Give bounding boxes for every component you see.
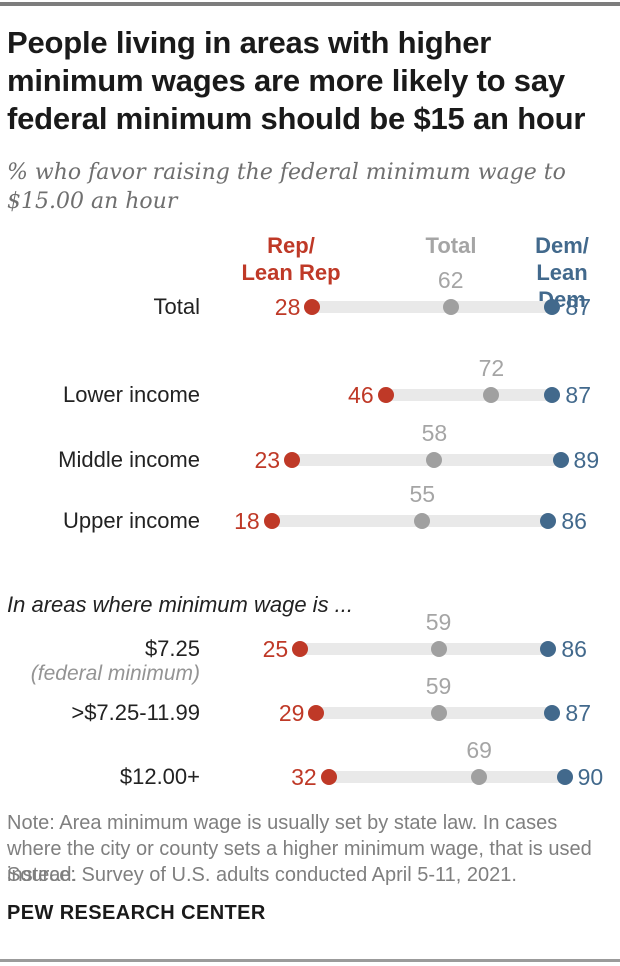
dem-dot [540, 513, 557, 529]
dumbbell-track [304, 301, 561, 313]
rep-dot [292, 641, 309, 657]
dem-dot [556, 769, 573, 785]
page-subtitle: % who favor raising the federal minimum … [7, 160, 566, 214]
total-dot [430, 705, 447, 721]
rep-value: 23 [254, 447, 281, 473]
dem-dot [552, 452, 569, 468]
top-rule [0, 2, 620, 6]
rep-value: 46 [348, 382, 374, 408]
dem-dot [544, 299, 561, 315]
total-value: 69 [466, 737, 492, 763]
total-dot [426, 452, 443, 468]
dem-value: 89 [573, 447, 600, 473]
dem-value: 87 [565, 294, 591, 320]
legend-total: Total [425, 233, 477, 258]
total-value: 59 [425, 673, 452, 699]
dem-value: 87 [565, 382, 591, 408]
legend-dem: Dem/ Lean Dem [535, 233, 589, 312]
dem-value: 90 [577, 764, 604, 790]
dumbbell-track [320, 771, 573, 783]
row-label: $12.00+ [119, 764, 200, 789]
row-label: >$7.25-11.99 [71, 700, 200, 725]
row-label: Total [153, 294, 200, 319]
row-label: $7.25 (federal minimum) [0, 636, 200, 686]
page-title: People living in areas with higher minim… [7, 25, 586, 136]
row-label: Middle income [58, 447, 200, 472]
rep-value: 28 [274, 294, 301, 320]
rep-dot [263, 513, 280, 529]
dem-value: 86 [561, 636, 587, 662]
chart-source: Source: Survey of U.S. adults conducted … [7, 864, 517, 886]
legend-rep: Rep/ Lean Rep [241, 233, 341, 285]
rep-value: 18 [234, 508, 260, 534]
total-dot [430, 641, 447, 657]
dumbbell-track [292, 643, 557, 655]
rep-value: 25 [262, 636, 289, 662]
dem-value: 86 [561, 508, 587, 534]
total-dot [471, 769, 488, 785]
dem-value: 87 [565, 700, 591, 726]
total-value: 62 [437, 267, 464, 293]
bottom-rule [0, 959, 620, 962]
total-value: 59 [425, 609, 452, 635]
total-dot [442, 299, 459, 315]
total-value: 55 [409, 481, 436, 507]
dumbbell-track [284, 454, 569, 466]
total-value: 58 [421, 420, 448, 446]
rep-dot [284, 452, 301, 468]
brand-footer: PEW RESEARCH CENTER [7, 902, 266, 924]
row-label: Lower income [63, 382, 200, 407]
total-dot [414, 513, 431, 529]
dem-dot [544, 705, 561, 721]
rep-dot [304, 299, 321, 315]
chart-note: Note: Area minimum wage is usually set b… [7, 812, 592, 886]
dumbbell-track [377, 389, 561, 401]
section-label: In areas where minimum wage is ... [7, 592, 354, 617]
total-dot [483, 387, 500, 403]
rep-value: 32 [291, 764, 317, 790]
rep-dot [308, 705, 325, 721]
rep-value: 29 [278, 700, 305, 726]
total-value: 72 [478, 355, 505, 381]
rep-dot [320, 769, 337, 785]
dumbbell-track [263, 515, 557, 527]
dem-dot [544, 387, 561, 403]
row-sublabel: (federal minimum) [30, 662, 200, 685]
rep-dot [377, 387, 394, 403]
dem-dot [540, 641, 557, 657]
row-label: Upper income [63, 508, 200, 533]
